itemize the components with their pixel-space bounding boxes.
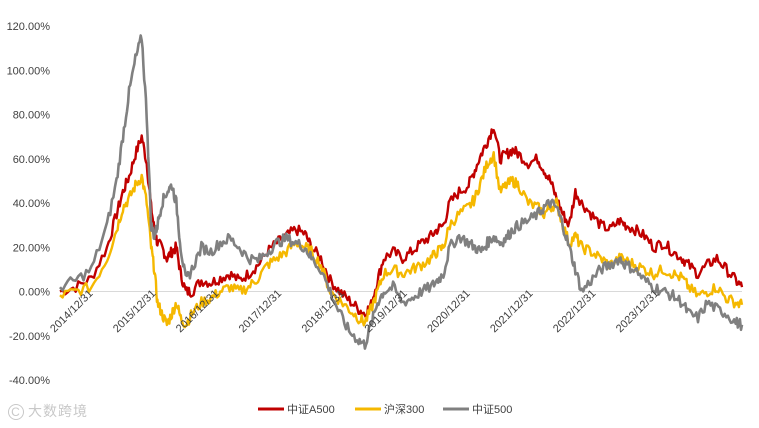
legend-label-2: 沪深300 <box>384 402 424 416</box>
x-tick-label: 2015/12/31 <box>111 288 158 335</box>
series-line-2 <box>59 150 744 329</box>
y-tick-label: -20.00% <box>9 331 50 343</box>
y-tick-label: 100.00% <box>7 65 51 77</box>
legend-label-3: 中证500 <box>472 403 512 416</box>
x-tick-label: 2022/12/31 <box>551 288 598 335</box>
x-tick-label: 2014/12/31 <box>48 288 95 335</box>
series-line-1 <box>59 128 744 319</box>
x-tick-label: 2021/12/31 <box>488 288 535 335</box>
watermark: C 大数跨境 <box>8 401 88 421</box>
y-tick-label: 20.00% <box>13 242 51 254</box>
y-tick-label: 0.00% <box>19 287 50 299</box>
series-line-3 <box>59 34 744 350</box>
y-tick-label: 80.00% <box>13 110 51 122</box>
x-tick-label: 2023/12/31 <box>614 288 661 335</box>
y-tick-label: -40.00% <box>9 375 50 387</box>
series-lines <box>59 34 744 350</box>
y-tick-label: 120.00% <box>7 21 51 33</box>
watermark-logo-icon: C <box>8 404 24 420</box>
x-tick-label: 2017/12/31 <box>237 288 284 335</box>
y-tick-label: 40.00% <box>13 198 51 210</box>
y-tick-label: 60.00% <box>13 154 51 166</box>
legend-label-1: 中证A500 <box>287 403 335 416</box>
x-tick-label: 2016/12/31 <box>174 288 221 335</box>
y-axis-tick-labels: 120.00% 100.00% 80.00% 60.00% 40.00% 20.00% 0.… <box>7 21 51 387</box>
legend: 中证A500 沪深300 中证500 <box>258 402 512 416</box>
x-tick-label: 2020/12/31 <box>425 288 472 335</box>
x-axis-tick-labels: 2014/12/31 2015/12/31 2016/12/31 2017/12/31… <box>48 288 661 335</box>
watermark-text: 大数跨境 <box>28 403 88 419</box>
